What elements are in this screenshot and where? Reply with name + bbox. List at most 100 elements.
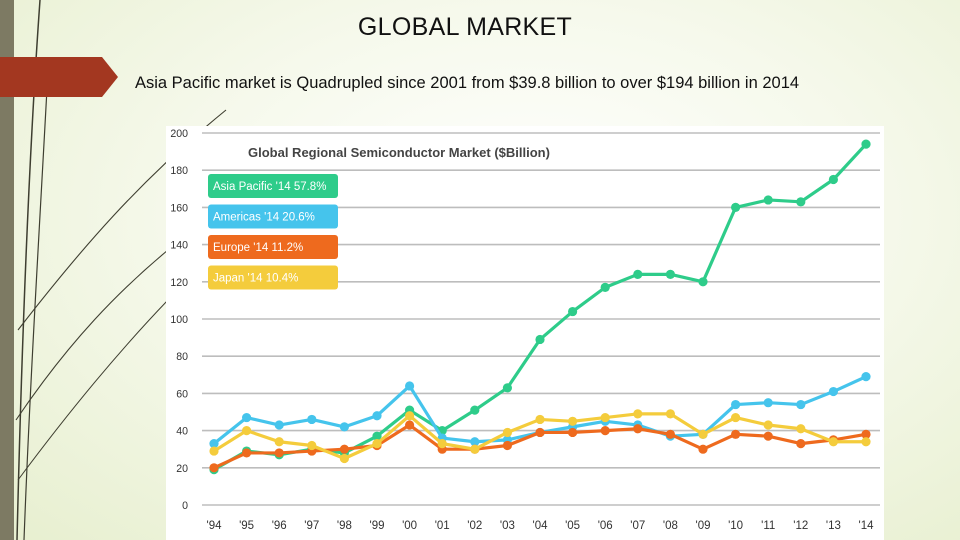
x-tick-label: '09 bbox=[696, 520, 711, 532]
x-tick-label: '05 bbox=[565, 520, 580, 532]
data-point bbox=[698, 444, 708, 454]
legend-entry-box bbox=[208, 265, 338, 290]
data-point bbox=[274, 448, 284, 458]
legend-entry-label: Japan '14 10.4% bbox=[213, 273, 298, 285]
data-point bbox=[242, 426, 252, 436]
data-point bbox=[763, 420, 773, 430]
x-tick-label: '14 bbox=[859, 520, 875, 532]
data-point bbox=[731, 399, 741, 410]
data-point bbox=[209, 439, 219, 449]
data-point bbox=[405, 420, 415, 430]
data-point bbox=[242, 448, 252, 458]
data-point bbox=[502, 427, 512, 438]
data-point bbox=[600, 426, 610, 436]
legend-entry-box bbox=[208, 204, 338, 229]
slide-title: GLOBAL MARKET bbox=[357, 13, 573, 41]
y-tick-label: 180 bbox=[170, 165, 188, 177]
data-point bbox=[405, 411, 415, 421]
x-tick-label: '06 bbox=[598, 520, 613, 532]
data-point bbox=[372, 431, 382, 441]
data-point bbox=[568, 306, 578, 317]
data-point bbox=[242, 412, 252, 423]
y-tick-label: 160 bbox=[170, 202, 188, 214]
data-point bbox=[339, 453, 349, 464]
slide-subtitle: Asia Pacific market is Quadrupled since … bbox=[135, 74, 800, 92]
x-tick-label: '98 bbox=[337, 520, 352, 532]
data-point bbox=[405, 381, 415, 391]
data-point bbox=[535, 427, 545, 438]
y-tick-label: 200 bbox=[170, 128, 188, 140]
data-point bbox=[796, 197, 806, 207]
chart-panel: 0 20 40 60 80 100 120 140 160 180 200 '94 '95 '96 '97 '… bbox=[166, 126, 884, 540]
data-point bbox=[861, 139, 871, 149]
data-point bbox=[731, 429, 741, 439]
data-point bbox=[307, 440, 317, 451]
y-tick-label: 100 bbox=[170, 314, 188, 326]
data-point bbox=[763, 398, 773, 408]
data-point bbox=[796, 439, 806, 449]
line-chart: 0 20 40 60 80 100 120 140 160 180 200 '94 '95 '96 '97 '… bbox=[170, 128, 880, 532]
data-point bbox=[633, 269, 643, 279]
x-tick-label: '04 bbox=[533, 520, 549, 532]
data-point bbox=[568, 416, 578, 426]
data-point bbox=[600, 282, 610, 292]
x-tick-label: '00 bbox=[402, 520, 417, 532]
legend-entry-label: Europe '14 11.2% bbox=[213, 242, 303, 254]
data-point bbox=[828, 174, 839, 185]
data-point bbox=[502, 440, 512, 451]
accent-arrow-tab bbox=[0, 57, 118, 97]
x-tick-label: '08 bbox=[663, 520, 678, 532]
chart-title: Global Regional Semiconductor Market ($B… bbox=[248, 145, 550, 160]
data-point bbox=[828, 386, 839, 397]
x-tick-label: '01 bbox=[435, 520, 450, 532]
legend-entry-box bbox=[208, 235, 338, 259]
data-point bbox=[861, 372, 871, 382]
x-tick-label: '94 bbox=[207, 520, 223, 532]
x-tick-label: '96 bbox=[272, 520, 287, 532]
y-tick-label: 140 bbox=[170, 239, 188, 251]
x-tick-label: '12 bbox=[793, 520, 808, 532]
x-tick-label: '97 bbox=[304, 520, 319, 532]
data-point bbox=[763, 431, 773, 441]
data-point bbox=[600, 412, 610, 423]
data-point bbox=[372, 439, 382, 449]
legend-entry-label: Americas '14 20.6% bbox=[213, 212, 315, 224]
data-point bbox=[796, 424, 806, 434]
data-point bbox=[796, 399, 806, 410]
x-tick-label: '11 bbox=[761, 520, 775, 532]
data-point bbox=[731, 412, 741, 423]
x-tick-label: '13 bbox=[826, 520, 841, 532]
y-tick-label: 120 bbox=[170, 276, 188, 288]
x-tick-label: '95 bbox=[239, 520, 254, 532]
data-point bbox=[307, 414, 317, 425]
data-point bbox=[372, 411, 382, 421]
data-point bbox=[861, 429, 871, 439]
data-point bbox=[698, 277, 708, 287]
data-point bbox=[437, 439, 447, 449]
x-tick-label: '02 bbox=[467, 520, 482, 532]
data-point bbox=[502, 383, 512, 393]
data-point bbox=[470, 444, 480, 454]
data-point bbox=[470, 405, 480, 415]
legend-entry-box bbox=[208, 174, 338, 198]
data-point bbox=[568, 427, 578, 438]
y-tick-label: 20 bbox=[176, 462, 188, 474]
data-point bbox=[698, 429, 708, 439]
legend-entry-label: Asia Pacific '14 57.8% bbox=[213, 181, 326, 193]
data-point bbox=[633, 409, 643, 419]
data-point bbox=[535, 334, 545, 345]
data-point bbox=[470, 437, 480, 447]
x-tick-label: '99 bbox=[370, 520, 385, 532]
data-point bbox=[633, 424, 643, 434]
data-point bbox=[665, 269, 675, 279]
y-tick-label: 80 bbox=[176, 351, 188, 363]
data-point bbox=[665, 429, 675, 439]
x-tick-label: '03 bbox=[500, 520, 515, 532]
x-tick-label: '10 bbox=[728, 520, 743, 532]
data-point bbox=[274, 437, 284, 447]
data-point bbox=[274, 420, 284, 430]
data-point bbox=[339, 422, 349, 432]
data-point bbox=[339, 444, 349, 454]
data-point bbox=[828, 437, 839, 447]
data-point bbox=[535, 414, 545, 425]
